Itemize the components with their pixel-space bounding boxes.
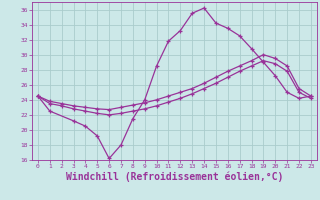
X-axis label: Windchill (Refroidissement éolien,°C): Windchill (Refroidissement éolien,°C) bbox=[66, 172, 283, 182]
